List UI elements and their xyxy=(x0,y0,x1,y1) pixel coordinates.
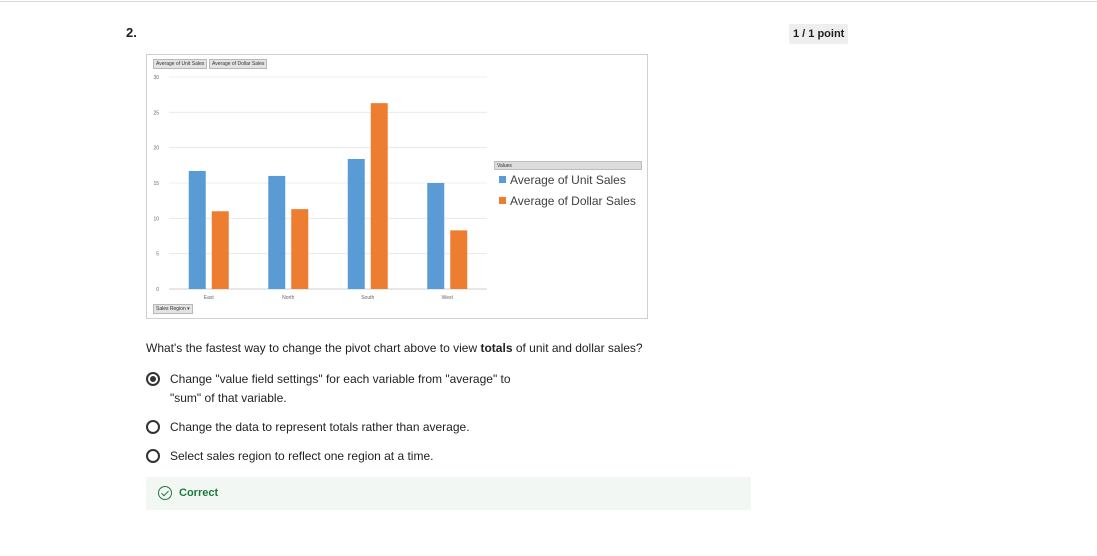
field-button-unit-sales: Average of Unit Sales xyxy=(153,59,208,69)
feedback-banner: Correct xyxy=(146,477,751,510)
bar-west-unit xyxy=(427,183,445,289)
sales-region-label: Sales Region xyxy=(156,306,186,312)
x-tick-label: East xyxy=(204,295,215,301)
bar-west-dollar xyxy=(450,230,468,289)
legend-field-button: Values xyxy=(494,161,642,170)
legend-item-dollar-sales: Average of Dollar Sales xyxy=(499,194,636,208)
feedback-label: Correct xyxy=(179,487,219,499)
option-3-label: Select sales region to reflect one regio… xyxy=(170,449,434,463)
bar-north-dollar xyxy=(291,209,309,289)
dropdown-arrow-icon: ▾ xyxy=(187,306,190,312)
option-1-label: Change "value field settings" for each v… xyxy=(170,372,511,405)
field-button-dollar-sales: Average of Dollar Sales xyxy=(209,59,268,69)
option-2-label: Change the data to represent totals rath… xyxy=(170,420,470,434)
y-tick-label: 25 xyxy=(153,110,159,116)
x-tick-label: West xyxy=(442,295,454,301)
legend-label-dollar-sales: Average of Dollar Sales xyxy=(510,194,636,208)
pivot-chart: 0 5 10 15 20 25 30 East North South West xyxy=(153,75,487,301)
bar-south-unit xyxy=(347,158,365,289)
y-tick-label: 10 xyxy=(153,216,159,222)
legend-item-unit-sales: Average of Unit Sales xyxy=(499,173,626,187)
bar-east-dollar xyxy=(211,211,229,289)
bar-east-unit xyxy=(188,170,206,289)
legend-swatch-orange xyxy=(499,197,506,205)
check-circle-icon xyxy=(158,486,172,500)
question-prompt: What's the fastest way to change the piv… xyxy=(146,341,643,355)
question-number: 2. xyxy=(126,25,137,40)
top-divider xyxy=(0,1,1097,2)
y-tick-label: 15 xyxy=(153,181,159,187)
field-button-sales-region: Sales Region ▾ xyxy=(153,304,193,314)
y-tick-label: 0 xyxy=(156,287,159,293)
points-badge: 1 / 1 point xyxy=(789,24,849,44)
pivot-chart-image: 0 5 10 15 20 25 30 East North South West Average o… xyxy=(146,54,648,319)
radio-selected-icon[interactable] xyxy=(146,372,160,386)
option-1[interactable]: Change "value field settings" for each v… xyxy=(146,372,546,410)
radio-unselected-icon[interactable] xyxy=(146,420,160,434)
legend-label-unit-sales: Average of Unit Sales xyxy=(510,173,626,187)
y-tick-label: 20 xyxy=(153,146,159,152)
y-tick-label: 5 xyxy=(156,252,159,258)
x-tick-label: South xyxy=(361,295,374,301)
x-tick-label: North xyxy=(282,295,294,301)
prompt-text-start: What's the fastest way to change the piv… xyxy=(146,341,481,355)
option-3[interactable]: Select sales region to reflect one regio… xyxy=(146,449,546,467)
bar-south-dollar xyxy=(370,103,388,289)
y-tick-label: 30 xyxy=(153,75,159,81)
prompt-text-end: of unit and dollar sales? xyxy=(512,341,643,355)
option-2[interactable]: Change the data to represent totals rath… xyxy=(146,420,546,438)
radio-unselected-icon[interactable] xyxy=(146,449,160,463)
prompt-text-bold: totals xyxy=(480,341,513,355)
legend-swatch-blue xyxy=(499,176,506,184)
bar-north-unit xyxy=(268,175,286,289)
